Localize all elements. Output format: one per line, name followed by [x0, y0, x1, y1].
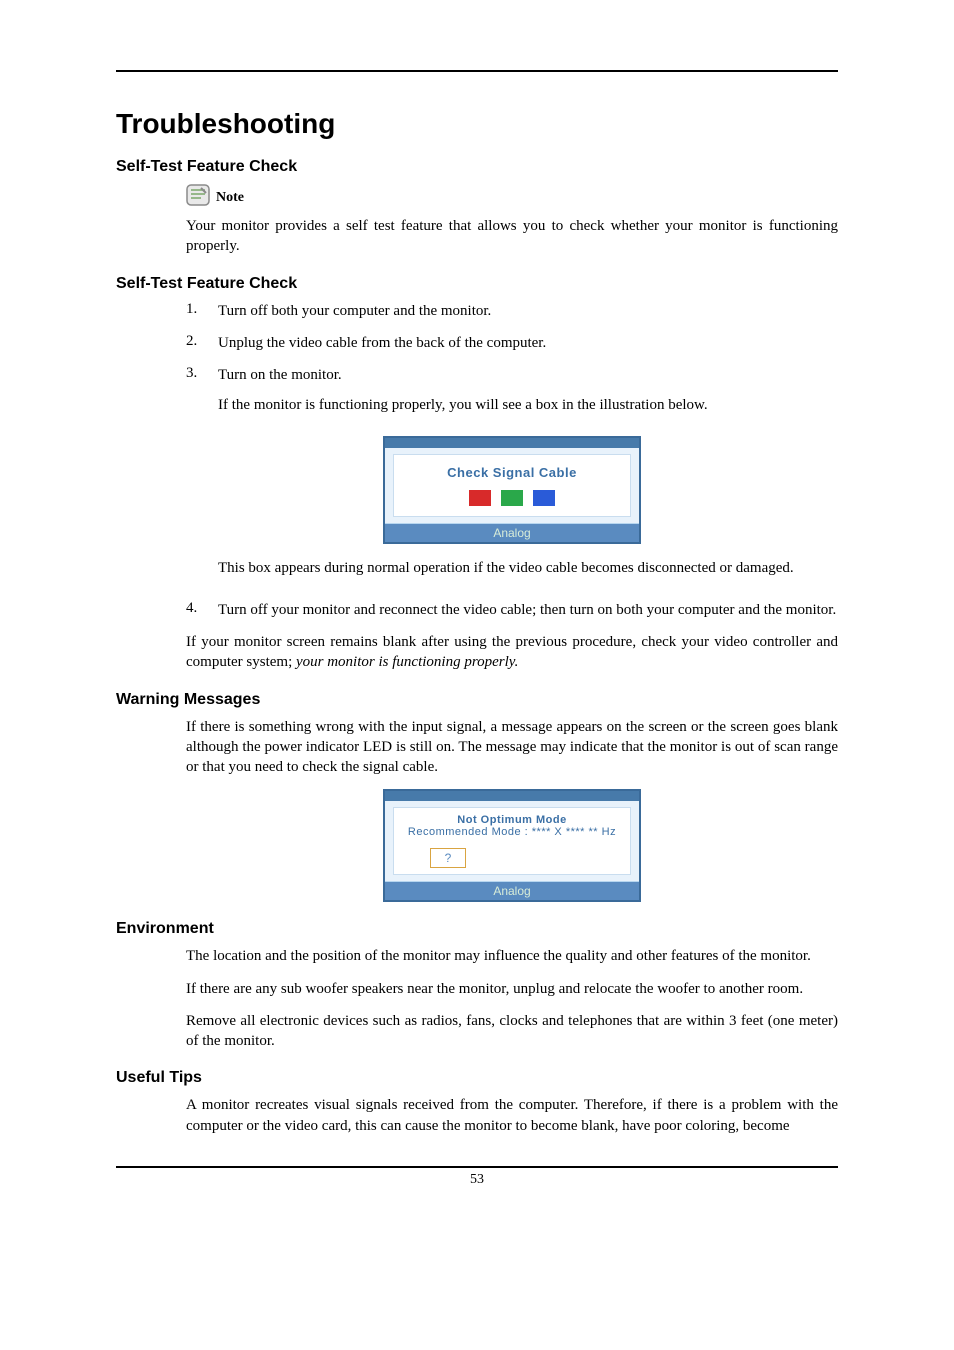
step-4: 4. Turn off your monitor and reconnect t… [186, 600, 838, 620]
step-1: 1. Turn off both your computer and the m… [186, 301, 838, 321]
note-block: Note Your monitor provides a self test f… [186, 184, 838, 257]
steps-block: 1. Turn off both your computer and the m… [186, 301, 838, 673]
figure-color-row [400, 490, 624, 506]
note-icon [186, 184, 210, 206]
step-num: 1. [186, 301, 218, 321]
heading-environment: Environment [116, 920, 838, 938]
step3-after: This box appears during normal operation… [218, 558, 838, 588]
figure-message: Check Signal Cable [400, 465, 624, 480]
step-2: 2. Unplug the video cable from the back … [186, 333, 838, 353]
environment-block: The location and the position of the mon… [186, 946, 838, 1051]
swatch-blue [533, 490, 555, 506]
swatch-green [501, 490, 523, 506]
closing-italic: your monitor is functioning properly. [296, 654, 518, 670]
warning-text: If there is something wrong with the inp… [186, 717, 838, 778]
step-body: Turn on the monitor. If the monitor is f… [218, 365, 838, 426]
figure-footer: Analog [385, 881, 639, 900]
figure2-line2: Recommended Mode : **** X **** ** Hz [400, 826, 624, 838]
page-title: Troubleshooting [116, 108, 838, 140]
step3-after-text: This box appears during normal operation… [218, 558, 838, 578]
note-label: Note [216, 190, 244, 206]
note-line: Note [186, 184, 838, 206]
swatch-red [469, 490, 491, 506]
warning-block: If there is something wrong with the inp… [186, 717, 838, 903]
figure-footer: Analog [385, 523, 639, 542]
step-spacer [186, 558, 218, 588]
heading-selftest-2: Self-Test Feature Check [116, 275, 838, 293]
env-p1: The location and the position of the mon… [186, 946, 838, 966]
figure-header-bar [385, 791, 639, 801]
step-num: 4. [186, 600, 218, 620]
step-body: Turn off both your computer and the moni… [218, 301, 838, 321]
selftest-closing: If your monitor screen remains blank aft… [186, 632, 838, 673]
heading-selftest-1: Self-Test Feature Check [116, 158, 838, 176]
figure-inner: Not Optimum Mode Recommended Mode : ****… [393, 807, 631, 875]
step-3: 3. Turn on the monitor. If the monitor i… [186, 365, 838, 588]
figure-inner: Check Signal Cable [393, 454, 631, 517]
note-text: Your monitor provides a self test featur… [186, 216, 838, 257]
step-body: Unplug the video cable from the back of … [218, 333, 838, 353]
step3-line2: If the monitor is functioning properly, … [218, 395, 838, 415]
step-num: 3. [186, 365, 218, 426]
env-p2: If there are any sub woofer speakers nea… [186, 979, 838, 999]
figure2-line1: Not Optimum Mode [400, 814, 624, 826]
figure-header-bar [385, 438, 639, 448]
page-container: Troubleshooting Self-Test Feature Check … [0, 0, 954, 1218]
page-number: 53 [116, 1172, 838, 1188]
step-body: Turn off your monitor and reconnect the … [218, 600, 838, 620]
bottom-rule [116, 1166, 838, 1168]
figure-not-optimum: Not Optimum Mode Recommended Mode : ****… [383, 789, 641, 902]
step-num: 2. [186, 333, 218, 353]
env-p3: Remove all electronic devices such as ra… [186, 1011, 838, 1052]
top-rule [116, 70, 838, 72]
figure2-qbox: ? [430, 848, 466, 868]
tips-block: A monitor recreates visual signals recei… [186, 1095, 838, 1136]
heading-tips: Useful Tips [116, 1069, 838, 1087]
figure-check-signal: Check Signal Cable Analog [383, 436, 641, 544]
heading-warning: Warning Messages [116, 691, 838, 709]
steps-list: 1. Turn off both your computer and the m… [186, 301, 838, 621]
step3-line1: Turn on the monitor. [218, 365, 838, 385]
tips-p1: A monitor recreates visual signals recei… [186, 1095, 838, 1136]
